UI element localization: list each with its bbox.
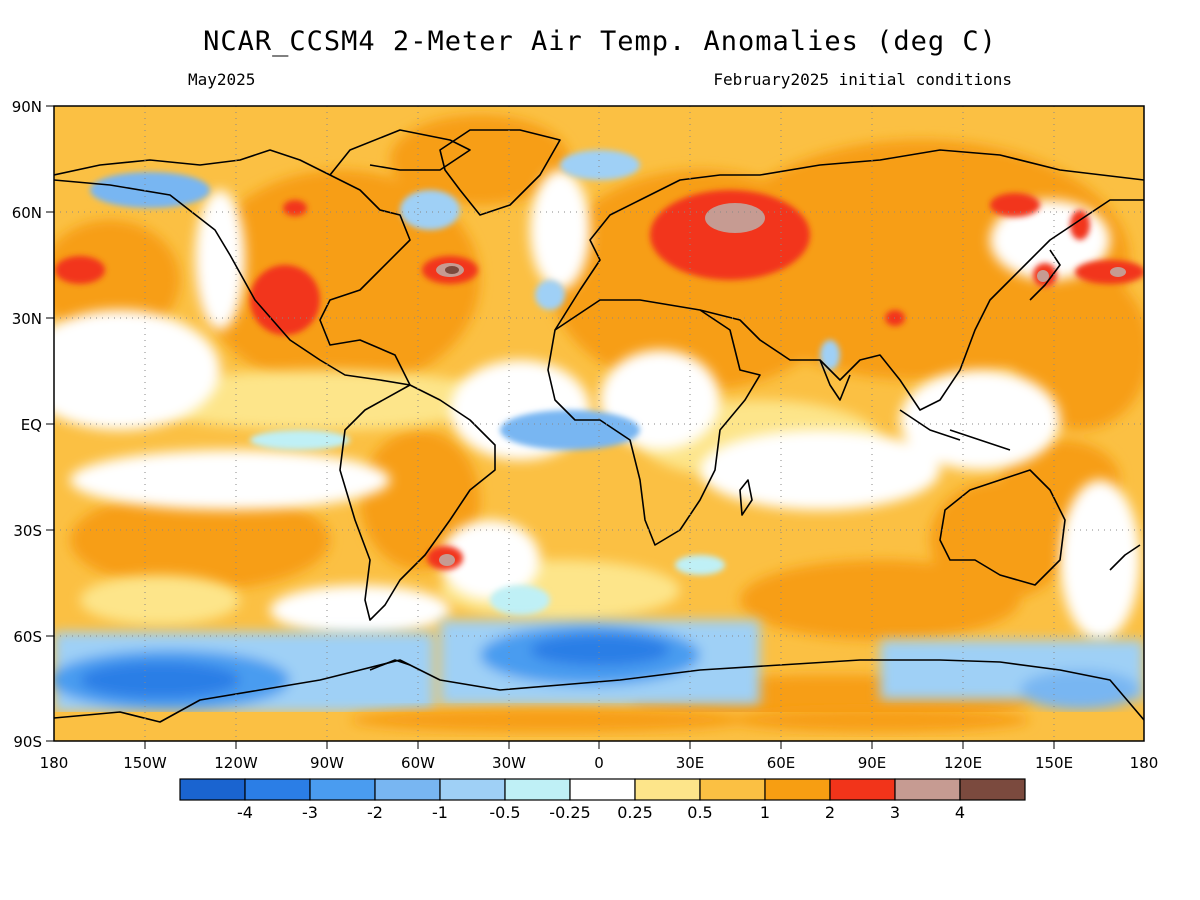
legend-label: -0.5: [489, 803, 520, 822]
legend-label: -1: [432, 803, 448, 822]
legend-label: 0.25: [617, 803, 653, 822]
legend-label: 1: [760, 803, 770, 822]
lon-label: 120W: [214, 754, 258, 772]
lat-label: EQ: [21, 416, 42, 434]
lat-label: 30S: [13, 522, 42, 540]
legend-swatch: [569, 778, 636, 801]
lon-label: 90W: [310, 754, 344, 772]
legend-swatch: [439, 778, 506, 801]
lat-label: 90N: [12, 98, 42, 116]
southern-ocean-cold: [54, 620, 1144, 712]
lat-ticks: [46, 105, 54, 742]
lon-label: 180: [1130, 754, 1159, 772]
legend-label: -3: [302, 803, 318, 822]
lon-label: 30W: [492, 754, 526, 772]
lon-label: 150W: [123, 754, 167, 772]
legend-swatch: [829, 778, 896, 801]
legend-swatch: [374, 778, 441, 801]
lat-label: 60S: [13, 628, 42, 646]
lon-axis: 180 150W 120W 90W 60W 30W 0 30E 60E 90E …: [40, 754, 1159, 772]
legend-label: 3: [890, 803, 900, 822]
legend-swatch: [179, 778, 246, 801]
map-title: NCAR_CCSM4 2-Meter Air Temp. Anomalies (…: [203, 26, 997, 57]
legend-label: -4: [237, 803, 253, 822]
legend-label: 0.5: [687, 803, 712, 822]
lon-label: 60E: [767, 754, 796, 772]
legend-swatch: [959, 778, 1026, 801]
lon-label: 150E: [1035, 754, 1073, 772]
lon-label: 120E: [944, 754, 982, 772]
neutral-areas: [54, 170, 1140, 640]
extreme-spots: [436, 203, 1126, 566]
legend-label: -0.25: [549, 803, 590, 822]
legend-swatch: [244, 778, 311, 801]
legend-label: 2: [825, 803, 835, 822]
init-conditions-label: February2025 initial conditions: [713, 70, 1012, 89]
valid-month-label: May2025: [188, 70, 256, 89]
lat-label: 30N: [12, 310, 42, 328]
lon-label: 90E: [858, 754, 887, 772]
color-legend: -4 -3 -2 -1 -0.5 -0.25 0.25 0.5 1 2 3 4: [179, 778, 1026, 822]
legend-label: 4: [955, 803, 965, 822]
legend-swatch: [309, 778, 376, 801]
cool-areas: [90, 150, 840, 615]
legend-swatch: [699, 778, 766, 801]
lat-label: 60N: [12, 204, 42, 222]
lon-label: 0: [594, 754, 604, 772]
legend-swatch: [764, 778, 831, 801]
lon-ticks: [144, 741, 1055, 749]
lat-label: 90S: [13, 733, 42, 751]
lon-label: 30E: [676, 754, 705, 772]
anomaly-field: [54, 106, 1144, 741]
legend-swatch: [634, 778, 701, 801]
legend-label: -2: [367, 803, 383, 822]
lat-axis: 90N 60N 30N EQ 30S 60S 90S: [12, 98, 42, 751]
coastlines: [54, 129, 1144, 723]
lon-label: 60W: [401, 754, 435, 772]
lon-label: 180: [40, 754, 69, 772]
legend-swatch: [504, 778, 571, 801]
legend-swatch: [894, 778, 961, 801]
